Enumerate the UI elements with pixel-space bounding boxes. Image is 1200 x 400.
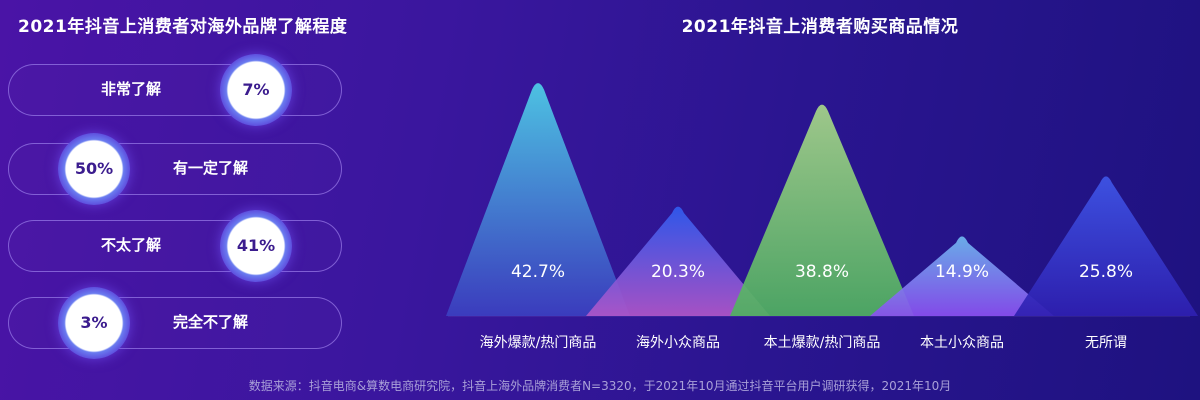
awareness-row-very: 非常了解 7% (8, 54, 342, 126)
mountain-bar (586, 206, 770, 316)
awareness-title: 2021年抖音上消费者对海外品牌了解程度 (18, 17, 348, 37)
data-source-note: 数据来源：抖音电商&算数电商研究院，抖音上海外品牌消费者N=3320，于2021… (248, 379, 952, 393)
awareness-label: 有一定了解 (173, 159, 249, 177)
value-label: 42.7% (511, 262, 565, 282)
awareness-percent: 7% (242, 80, 270, 99)
awareness-percent: 41% (236, 236, 276, 255)
awareness-row-some: 50% 有一定了解 (8, 133, 342, 205)
mountain-bar (870, 236, 1054, 316)
awareness-badge: 7% (220, 54, 292, 126)
value-label: 25.8% (1079, 262, 1133, 282)
category-label: 无所谓 (1085, 335, 1127, 351)
awareness-label: 非常了解 (101, 80, 162, 98)
awareness-percent: 50% (74, 159, 114, 178)
awareness-label: 完全不了解 (173, 313, 249, 331)
category-label: 海外爆款/热门商品 (480, 335, 597, 351)
value-label: 20.3% (651, 262, 705, 282)
purchase-chart-title: 2021年抖音上消费者购买商品情况 (681, 17, 959, 37)
category-label: 本土小众商品 (920, 335, 1004, 351)
mountain-bar (1014, 176, 1198, 316)
awareness-percent: 3% (80, 313, 108, 332)
awareness-row-none: 3% 完全不了解 (8, 287, 342, 359)
mountain-bar (730, 104, 914, 317)
category-label: 本土爆款/热门商品 (764, 335, 881, 351)
value-label: 14.9% (935, 262, 989, 282)
awareness-row-little: 不太了解 41% (8, 210, 342, 282)
mountain-bar (446, 83, 630, 316)
awareness-badge: 41% (220, 210, 292, 282)
value-label: 38.8% (795, 262, 849, 282)
awareness-badge: 50% (58, 133, 130, 205)
awareness-badge: 3% (58, 287, 130, 359)
category-label: 海外小众商品 (636, 335, 720, 351)
awareness-label: 不太了解 (101, 236, 162, 254)
